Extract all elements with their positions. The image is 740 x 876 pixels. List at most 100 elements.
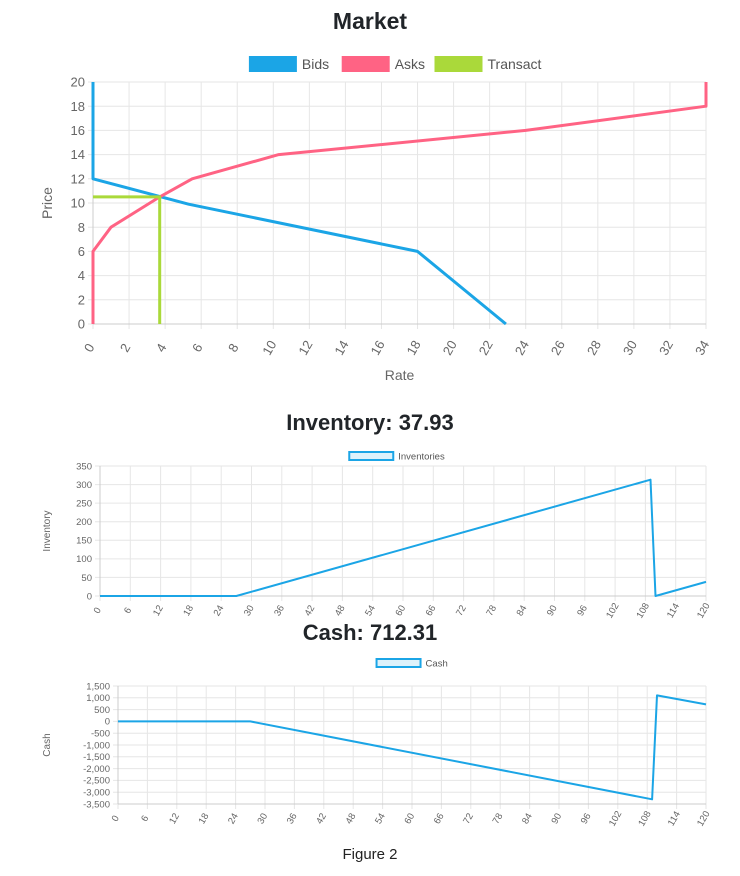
- x-tick-label: 66: [424, 603, 439, 618]
- x-tick-label: 18: [181, 603, 196, 618]
- y-tick-label: -2,000: [83, 764, 110, 775]
- x-tick-label: 84: [515, 603, 530, 618]
- y-tick-label: -2,500: [83, 776, 110, 787]
- y-tick-label: -1,000: [83, 740, 110, 751]
- y-tick-label: -3,000: [83, 788, 110, 799]
- legend-label: Inventories: [398, 451, 445, 462]
- series-line-cash: [118, 694, 707, 801]
- x-tick-label: 60: [393, 603, 408, 618]
- x-tick-label: 4: [153, 341, 170, 355]
- x-tick-label: 48: [344, 811, 359, 826]
- y-tick-label: 200: [76, 517, 92, 528]
- x-axis-title: Rate: [385, 367, 415, 383]
- y-tick-label: -1,500: [83, 752, 110, 763]
- x-tick-label: 78: [484, 603, 499, 618]
- x-tick-label: 60: [402, 811, 417, 826]
- y-axis-title: Inventory: [42, 510, 53, 551]
- x-tick-label: 8: [225, 341, 242, 355]
- x-tick-label: 16: [367, 338, 387, 358]
- y-tick-label: 14: [71, 147, 85, 162]
- series-line-transact: [93, 195, 162, 324]
- x-tick-label: 90: [549, 811, 564, 826]
- x-tick-label: 108: [635, 601, 652, 620]
- x-tick-label: 32: [656, 338, 676, 358]
- x-tick-label: 2: [117, 341, 134, 355]
- y-tick-label: 500: [94, 705, 110, 716]
- y-tick-label: 18: [71, 99, 85, 114]
- x-tick-label: 24: [226, 811, 241, 826]
- x-tick-label: 108: [636, 809, 653, 828]
- x-tick-label: 18: [197, 811, 212, 826]
- y-tick-label: 50: [81, 573, 92, 584]
- y-tick-label: 150: [76, 536, 92, 547]
- x-tick-label: 30: [620, 338, 640, 358]
- inventory-chart-title: Inventory: 37.93: [286, 410, 454, 435]
- cash-chart-title: Cash: 712.31: [302, 620, 438, 645]
- y-tick-label: 1,500: [86, 681, 110, 692]
- y-tick-label: 350: [76, 461, 92, 472]
- y-tick-label: 1,000: [86, 693, 110, 704]
- x-tick-label: 42: [314, 811, 329, 826]
- x-tick-label: 96: [575, 603, 590, 618]
- x-tick-label: 10: [259, 338, 279, 358]
- x-tick-label: 6: [139, 814, 151, 824]
- x-tick-label: 6: [189, 341, 206, 355]
- x-tick-label: 114: [665, 601, 682, 620]
- series-line-bids: [91, 82, 507, 326]
- x-tick-label: 34: [692, 338, 712, 358]
- x-tick-label: 48: [333, 603, 348, 618]
- x-tick-label: 12: [151, 603, 166, 618]
- y-tick-label: 0: [105, 717, 110, 728]
- x-tick-label: 0: [110, 814, 122, 824]
- y-tick-label: 10: [71, 196, 85, 211]
- x-tick-label: 72: [454, 603, 469, 618]
- legend-swatch: [248, 56, 297, 72]
- series-line-asks: [91, 82, 708, 324]
- x-tick-label: 102: [604, 601, 621, 620]
- x-tick-label: 36: [285, 811, 300, 826]
- series-line-inventories: [100, 478, 707, 597]
- y-tick-label: 2: [78, 292, 85, 307]
- x-tick-label: 36: [272, 603, 287, 618]
- legend-label: Bids: [302, 56, 329, 72]
- x-tick-label: 78: [491, 811, 506, 826]
- x-tick-label: 24: [212, 603, 227, 618]
- y-tick-label: 6: [78, 244, 85, 259]
- x-tick-label: 12: [295, 338, 315, 358]
- x-tick-label: 120: [695, 809, 712, 828]
- x-tick-label: 102: [607, 809, 624, 828]
- y-tick-label: 300: [76, 480, 92, 491]
- legend-swatch: [434, 56, 483, 72]
- y-tick-label: 250: [76, 498, 92, 509]
- x-tick-label: 54: [373, 811, 388, 826]
- x-tick-label: 14: [331, 338, 351, 358]
- x-tick-label: 12: [167, 811, 182, 826]
- x-tick-label: 42: [303, 603, 318, 618]
- y-tick-label: 4: [78, 268, 85, 283]
- x-tick-label: 72: [461, 811, 476, 826]
- y-tick-label: 0: [78, 317, 85, 332]
- x-tick-label: 114: [666, 809, 683, 828]
- y-tick-label: 8: [78, 220, 85, 235]
- x-tick-label: 66: [432, 811, 447, 826]
- inventory-chart: 0 50 100 150 200 250 300 350 0 6 12 18 24 30 36 42 48 54 6…: [42, 451, 713, 620]
- x-tick-label: 20: [440, 338, 460, 358]
- legend-swatch: [375, 658, 422, 668]
- y-tick-label: -3,500: [83, 799, 110, 810]
- x-tick-label: 96: [579, 811, 594, 826]
- y-tick-label: -500: [91, 729, 110, 740]
- x-tick-label: 28: [584, 338, 604, 358]
- y-tick-label: 100: [76, 554, 92, 565]
- x-tick-label: 30: [242, 603, 257, 618]
- legend-label: Cash: [426, 658, 448, 669]
- figure-caption: Figure 2: [342, 846, 398, 863]
- y-axis-title: Price: [39, 187, 55, 219]
- y-axis-title: Cash: [42, 733, 53, 756]
- x-tick-label: 90: [545, 603, 560, 618]
- x-tick-label: 30: [255, 811, 270, 826]
- x-tick-label: 0: [92, 606, 104, 616]
- x-tick-label: 18: [404, 338, 424, 358]
- x-tick-label: 54: [363, 603, 378, 618]
- x-tick-label: 120: [695, 601, 712, 620]
